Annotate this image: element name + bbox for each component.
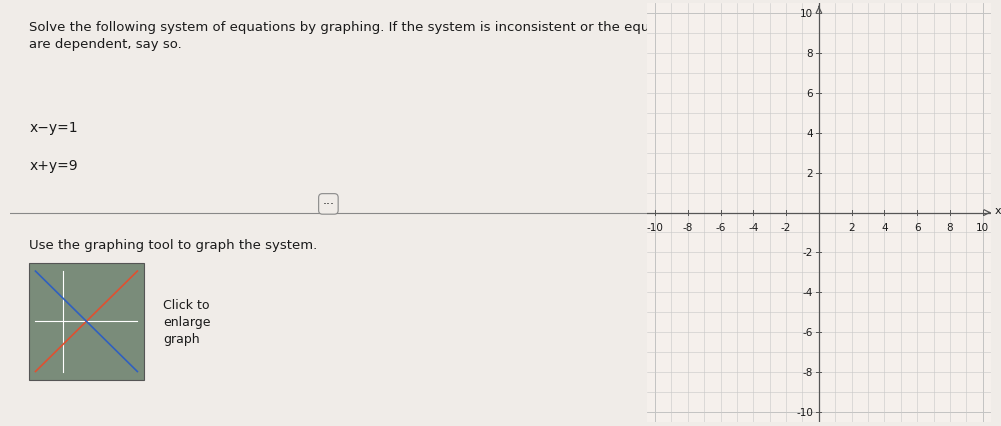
Text: 6: 6 <box>807 89 813 99</box>
Text: -6: -6 <box>716 223 726 233</box>
Text: -10: -10 <box>796 407 813 417</box>
FancyBboxPatch shape <box>29 263 144 380</box>
Text: 6: 6 <box>914 223 921 233</box>
Text: x: x <box>994 205 1001 215</box>
Text: 10: 10 <box>800 9 813 19</box>
Text: 4: 4 <box>807 129 813 138</box>
Text: ···: ··· <box>322 198 334 211</box>
Text: Solve the following system of equations by graphing. If the system is inconsiste: Solve the following system of equations … <box>29 21 690 51</box>
Text: -8: -8 <box>683 223 693 233</box>
Text: x−y=1: x−y=1 <box>29 121 78 135</box>
Text: -6: -6 <box>803 327 813 337</box>
Text: -8: -8 <box>803 367 813 377</box>
Text: 8: 8 <box>947 223 953 233</box>
Text: -10: -10 <box>647 223 664 233</box>
Text: 10: 10 <box>976 223 989 233</box>
Text: 2: 2 <box>849 223 855 233</box>
Text: -4: -4 <box>748 223 759 233</box>
Text: -4: -4 <box>803 288 813 297</box>
Text: -2: -2 <box>803 248 813 258</box>
Text: Click to
enlarge
graph: Click to enlarge graph <box>163 298 210 345</box>
Text: Use the graphing tool to graph the system.: Use the graphing tool to graph the syste… <box>29 238 317 251</box>
Text: 8: 8 <box>807 49 813 59</box>
Text: -2: -2 <box>781 223 792 233</box>
Text: 2: 2 <box>807 168 813 178</box>
Text: 4: 4 <box>881 223 888 233</box>
Text: x+y=9: x+y=9 <box>29 159 78 173</box>
